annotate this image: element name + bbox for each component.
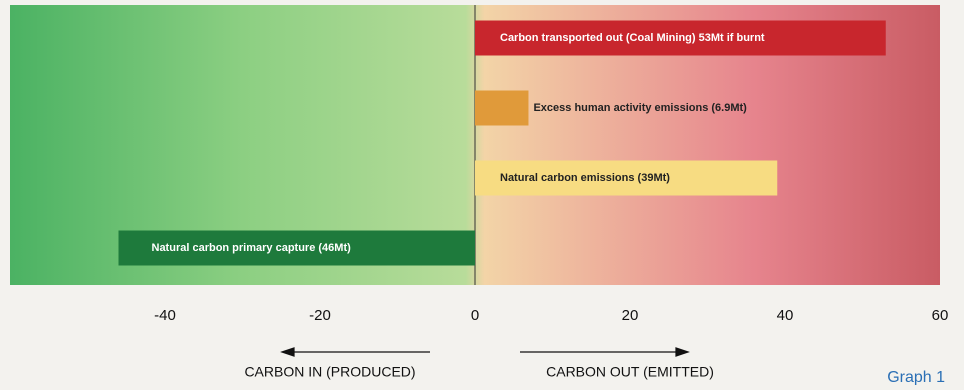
x-tick-label: 60 [932, 307, 949, 324]
bar-label: Excess human activity emissions (6.9Mt) [533, 102, 747, 114]
page: {"chart_data": {"type": "hbar", "categor… [0, 0, 964, 385]
x-tick-label: -40 [154, 307, 176, 324]
x-tick-label: 20 [622, 307, 639, 324]
arrows [282, 348, 688, 356]
bar-label: Natural carbon emissions (39Mt) [500, 172, 670, 184]
chart: CARBON IN (PRODUCED) CARBON OUT (EMITTED… [0, 0, 964, 385]
caption: Graph 1 [887, 369, 945, 385]
x-tick-label: -20 [309, 307, 331, 324]
bar-label: Carbon transported out (Coal Mining) 53M… [500, 32, 765, 44]
x-tick-label: 0 [471, 307, 479, 324]
bar-label: Natural carbon primary capture (46Mt) [152, 242, 352, 254]
x-axis-label-left: CARBON IN (PRODUCED) [244, 364, 415, 380]
x-axis-label-right: CARBON OUT (EMITTED) [546, 364, 714, 380]
bar [475, 91, 528, 126]
x-tick-label: 40 [777, 307, 794, 324]
